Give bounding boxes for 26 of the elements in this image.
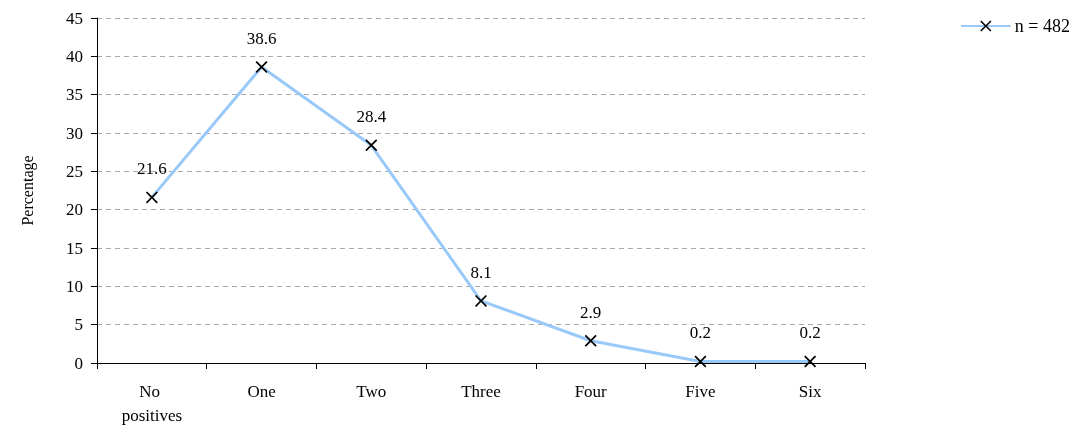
y-tick-label: 10 <box>66 276 83 296</box>
y-tick-label: 45 <box>66 8 83 28</box>
y-tick-label: 25 <box>66 161 83 181</box>
y-tick-label: 30 <box>66 123 83 143</box>
y-tick-label: 15 <box>66 238 83 258</box>
y-tick-label: 5 <box>74 315 83 335</box>
legend-label: n = 482 <box>1014 16 1070 36</box>
x-tick-label: Four <box>574 381 608 401</box>
x-tick-label: One <box>247 381 276 401</box>
data-label: 8.1 <box>470 262 492 282</box>
x-tick-label: No positives <box>121 381 183 425</box>
x-tick-label: Three <box>461 381 501 401</box>
x-tick-label: Six <box>798 381 822 401</box>
y-axis-title: Percentage <box>18 155 37 226</box>
data-label: 0.2 <box>689 323 712 343</box>
y-tick-label: 20 <box>66 200 83 220</box>
y-tick-label: 35 <box>66 85 83 105</box>
x-tick-label: Five <box>685 381 716 401</box>
x-tick-label: Two <box>356 381 387 401</box>
y-tick-label: 0 <box>74 353 83 373</box>
data-label: 2.9 <box>580 302 602 322</box>
data-label: 0.2 <box>799 323 821 343</box>
y-tick-label: 40 <box>66 46 83 66</box>
data-label: 38.6 <box>246 29 277 49</box>
data-label: 28.4 <box>356 107 387 127</box>
data-label: 21.6 <box>136 159 167 179</box>
